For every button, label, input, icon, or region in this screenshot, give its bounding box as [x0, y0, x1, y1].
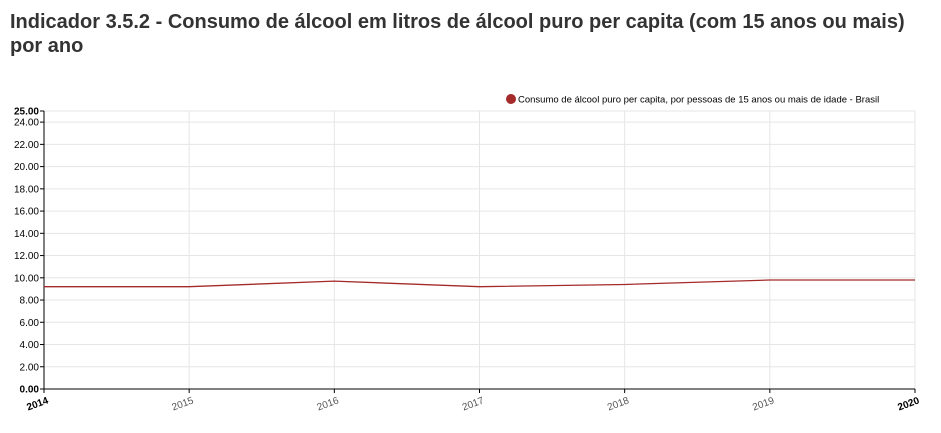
data-point[interactable] — [332, 279, 337, 284]
y-tick-label: 20.00 — [14, 162, 39, 173]
x-tick-label: 2019 — [751, 395, 776, 413]
y-tick-label: 22.00 — [14, 140, 39, 151]
y-tick-label: 14.00 — [14, 229, 39, 240]
y-tick-label: 6.00 — [20, 318, 40, 329]
x-tick-label: 2017 — [461, 395, 486, 413]
chart-grid — [44, 110, 916, 389]
y-tick-label: 8.00 — [20, 296, 40, 307]
y-tick-label: 4.00 — [20, 340, 40, 351]
data-point[interactable] — [913, 278, 918, 283]
x-tick-label: 2014 — [25, 395, 50, 413]
x-tick-label: 2020 — [896, 395, 921, 413]
data-point[interactable] — [622, 282, 627, 287]
x-tick-label: 2016 — [316, 395, 341, 413]
data-point[interactable] — [477, 284, 482, 289]
data-point[interactable] — [42, 284, 47, 289]
y-tick-label: 0.00 — [20, 385, 40, 396]
data-point[interactable] — [767, 278, 772, 283]
page-title: Indicador 3.5.2 - Consumo de álcool em l… — [10, 11, 905, 57]
data-point[interactable] — [187, 284, 192, 289]
y-tick-label: 16.00 — [14, 207, 39, 218]
y-tick-label: 18.00 — [14, 184, 39, 195]
series-line — [44, 279, 915, 288]
y-tick-label: 24.00 — [14, 118, 39, 129]
legend-label[interactable]: Consumo de álcool puro per capita, por p… — [518, 95, 879, 106]
y-tick-label: 10.00 — [14, 273, 39, 284]
chart-series — [42, 278, 918, 289]
x-tick-label: 2018 — [606, 395, 631, 413]
x-tick-label: 2015 — [171, 395, 196, 413]
chart-legend[interactable]: Consumo de álcool puro per capita, por p… — [506, 94, 879, 106]
x-axis-ticks: 2014 2015 2016 2017 2018 2019 2020 — [25, 389, 921, 413]
legend-marker[interactable] — [506, 94, 516, 104]
y-tick-label: 25.00 — [14, 107, 39, 118]
y-tick-label: 2.00 — [20, 362, 40, 373]
y-tick-label: 12.00 — [14, 251, 39, 262]
y-axis-ticks: 0.00 2.00 4.00 6.00 8.00 10.00 12.00 14.00 16.00… — [14, 107, 44, 396]
